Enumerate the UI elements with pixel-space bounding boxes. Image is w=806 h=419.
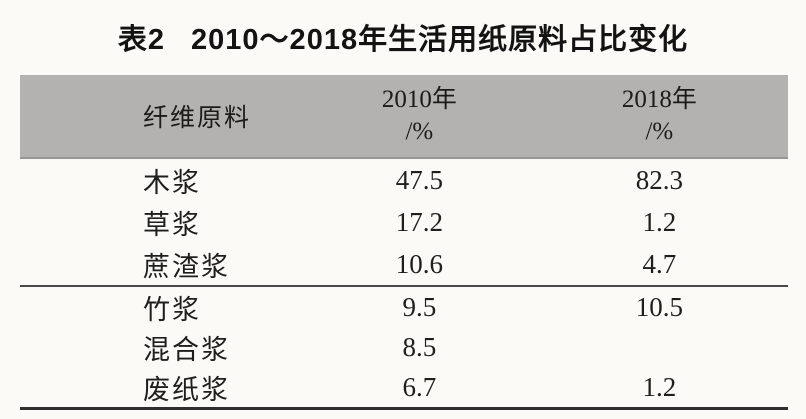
material-cell: 竹浆 (143, 294, 201, 325)
table-body-group-1: 木浆 47.5 82.3 草浆 17.2 1.2 蔗渣浆 10.6 4.7 (20, 159, 788, 285)
value-2018-cell: 1.2 (642, 206, 677, 237)
table-row: 竹浆 9.5 10.5 (20, 287, 788, 327)
table-row: 混合浆 8.5 (20, 327, 788, 367)
material-cell: 草浆 (143, 209, 201, 240)
value-2010-cell: 47.5 (395, 164, 443, 195)
material-cell: 混合浆 (143, 334, 230, 365)
material-cell: 木浆 (143, 167, 201, 198)
header-2018-year: 2018年 (621, 85, 697, 113)
table-caption: 表2 2010～2018年生活用纸原料占比变化 (0, 16, 806, 58)
table-row: 蔗渣浆 10.6 4.7 (20, 243, 788, 285)
value-2018-cell: 10.5 (635, 291, 683, 322)
header-2018-cell: 2018年 /% (531, 84, 788, 149)
data-table: 纤维原料 2010年 /% 2018年 /% 木浆 47.5 82.3 草浆 1… (20, 75, 788, 410)
table-row: 废纸浆 6.7 1.2 (20, 367, 788, 407)
value-2010-cell: 8.5 (402, 331, 437, 362)
material-cell: 蔗渣浆 (143, 251, 230, 282)
value-2010-cell: 17.2 (395, 206, 443, 237)
table-bottom-rule (20, 407, 788, 410)
header-2018-unit: /% (645, 118, 674, 145)
table-body-group-2: 竹浆 9.5 10.5 混合浆 8.5 废纸浆 6.7 1.2 (20, 287, 788, 407)
value-2010-cell: 10.6 (395, 248, 443, 279)
header-2010-year: 2010年 (381, 85, 457, 113)
value-2010-cell: 9.5 (402, 291, 437, 322)
value-2018-cell: 4.7 (642, 248, 677, 279)
value-2010-cell: 6.7 (402, 371, 437, 402)
material-cell: 废纸浆 (143, 374, 230, 405)
table-header-row: 纤维原料 2010年 /% 2018年 /% (20, 75, 788, 159)
table-number: 表2 (117, 24, 166, 56)
table-mid-rule (20, 285, 788, 287)
header-2010-unit: /% (405, 118, 434, 145)
table-row: 草浆 17.2 1.2 (20, 201, 788, 243)
table-title-text: 2010～2018年生活用纸原料占比变化 (191, 24, 689, 56)
header-material-cell: 纤维原料 (143, 105, 252, 132)
header-2010-cell: 2010年 /% (308, 84, 531, 149)
value-2018-cell: 1.2 (642, 371, 677, 402)
table-row: 木浆 47.5 82.3 (20, 159, 788, 201)
value-2018-cell: 82.3 (635, 164, 683, 195)
